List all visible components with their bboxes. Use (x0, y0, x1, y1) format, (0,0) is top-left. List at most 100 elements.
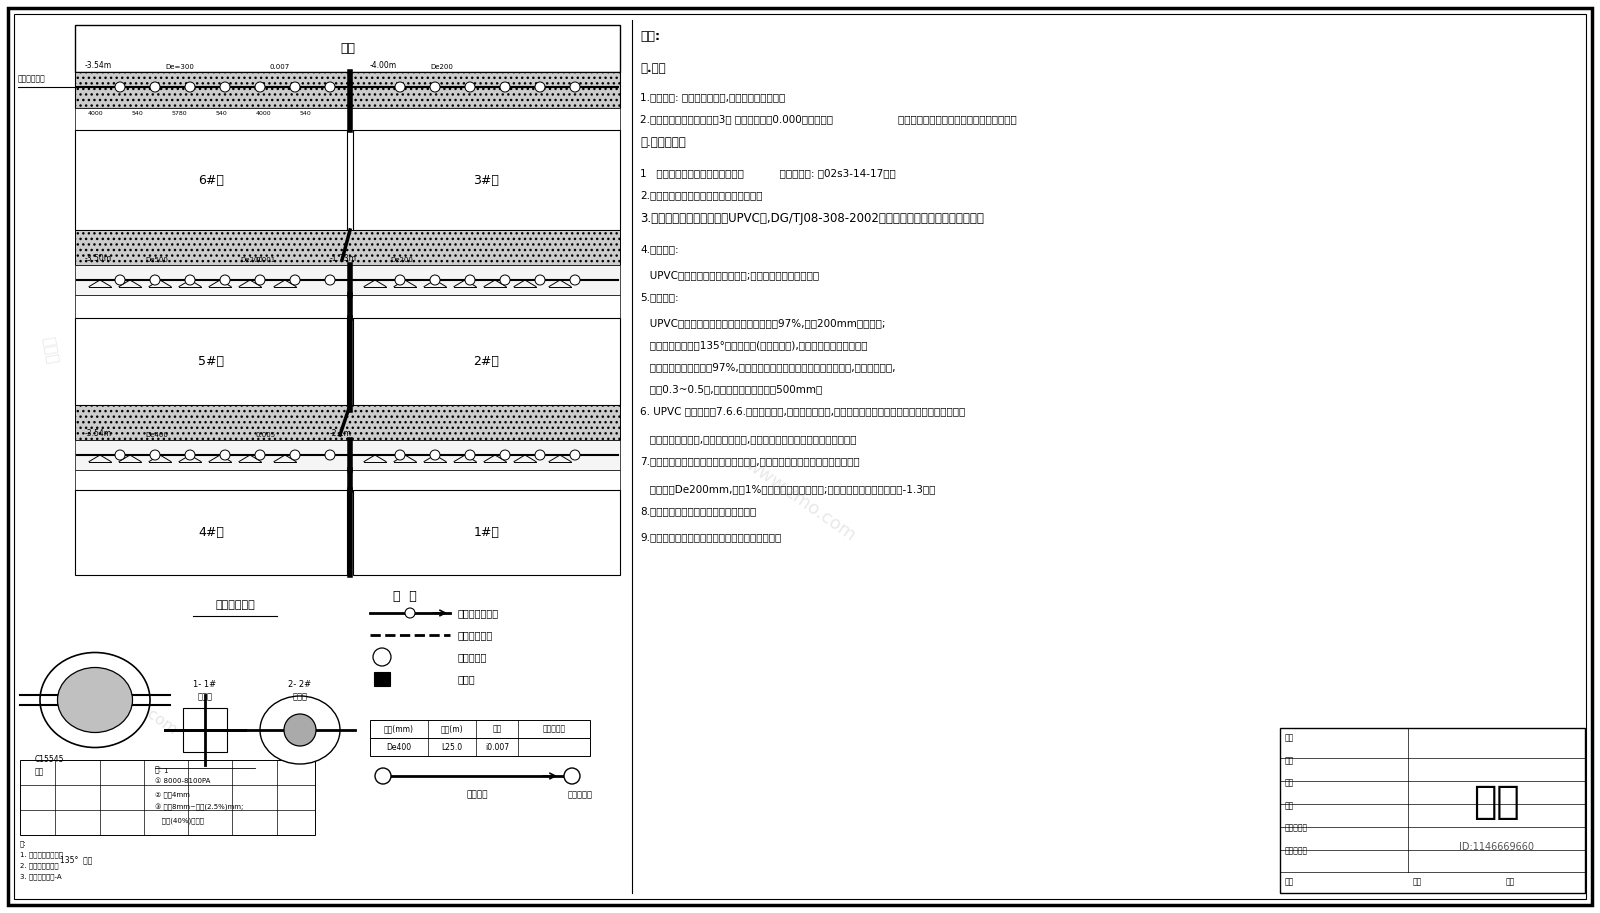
Text: 审定: 审定 (1285, 802, 1294, 810)
Bar (1280, 728, 1586, 893)
Text: 9.未尽事宜请参照国家现行有关规范及标准图集。: 9.未尽事宜请参照国家现行有关规范及标准图集。 (640, 532, 781, 542)
Text: 4#楼: 4#楼 (198, 526, 224, 539)
Circle shape (430, 275, 440, 285)
Text: 2.本图中雨水管标高均割雨水管内底标高。: 2.本图中雨水管标高均割雨水管内底标高。 (640, 190, 763, 200)
Text: 粒径(40%)粗粒径: 粒径(40%)粗粒径 (155, 817, 205, 824)
Text: 1   检查井管内底标高详见平面图。           检查井安装: 新02s3-14-17页。: 1 检查井管内底标高详见平面图。 检查井安装: 新02s3-14-17页。 (640, 168, 896, 178)
Text: 专业负责人: 专业负责人 (1285, 846, 1309, 855)
Text: 0.007: 0.007 (270, 64, 290, 70)
Bar (75, 295, 621, 318)
Text: 6#楼: 6#楼 (198, 173, 224, 186)
Text: -4.00m: -4.00m (370, 61, 397, 70)
Text: 3.污水管材是用硬聚氯乙烯UPVC管,DG/TJ08-308-2002（埋地塑料管道工程技术规程）。: 3.污水管材是用硬聚氯乙烯UPVC管,DG/TJ08-308-2002（埋地塑料… (640, 212, 984, 225)
Circle shape (563, 768, 579, 784)
Circle shape (534, 450, 546, 460)
Text: 知天网: 知天网 (40, 335, 59, 365)
Circle shape (221, 82, 230, 92)
Text: 3. 参见标准图集-A: 3. 参见标准图集-A (19, 873, 62, 879)
Bar (75, 470, 621, 490)
Text: 135°  截面: 135° 截面 (61, 855, 93, 864)
Text: 给排水平面图: 给排水平面图 (214, 600, 254, 610)
Text: -3.54m: -3.54m (85, 61, 112, 70)
Text: 厚度0.3~0.5米,宽度数管道基础两边各500mm。: 厚度0.3~0.5米,宽度数管道基础两边各500mm。 (640, 384, 822, 394)
Text: ③ 粒径8mm~粒径(2.5%)mm;: ③ 粒径8mm~粒径(2.5%)mm; (155, 804, 243, 811)
Circle shape (325, 450, 334, 460)
Text: 5780: 5780 (171, 111, 187, 116)
Text: 审核: 审核 (1285, 779, 1294, 788)
Text: 3#楼: 3#楼 (474, 173, 499, 186)
Text: C15545: C15545 (35, 755, 64, 764)
Text: 2- 2#: 2- 2# (288, 680, 312, 689)
Circle shape (186, 82, 195, 92)
Circle shape (395, 450, 405, 460)
Text: UPVC管管基础实度要求达到路基础实度的97%,再垫200mm厚砂垫层;: UPVC管管基础实度要求达到路基础实度的97%,再垫200mm厚砂垫层; (640, 318, 885, 328)
Circle shape (221, 450, 230, 460)
Bar (75, 265, 621, 295)
Text: 用聚氯乙烯粘结剂,粗砂调成中介层,然后用水泥砂浆砌入检查井并用井壁内: 用聚氯乙烯粘结剂,粗砂调成中介层,然后用水泥砂浆砌入检查井并用井壁内 (640, 434, 856, 444)
Circle shape (395, 275, 405, 285)
Bar (75, 490, 347, 575)
Text: 注:: 注: (19, 840, 27, 846)
Text: 污水检查井: 污水检查井 (458, 652, 488, 662)
Text: De200: De200 (390, 257, 413, 263)
Text: UPVC管采用弹性密封橡胶圈口;管道连接采用管顶平接。: UPVC管采用弹性密封橡胶圈口;管道连接采用管顶平接。 (640, 270, 819, 280)
Bar (182, 708, 227, 752)
Text: 小区生活污水管: 小区生活污水管 (458, 608, 499, 618)
Circle shape (254, 275, 266, 285)
Text: 平面图: 平面图 (197, 692, 213, 701)
Text: 540: 540 (216, 111, 227, 116)
Circle shape (374, 768, 390, 784)
Text: 7.小区道路雨水口采用平篦式单篦雨水口,详见图标图。雨水口与附近检查井的: 7.小区道路雨水口采用平篦式单篦雨水口,详见图标图。雨水口与附近检查井的 (640, 456, 859, 466)
Text: www.zmo.com: www.zmo.com (80, 662, 179, 738)
Text: 一.总则: 一.总则 (640, 62, 666, 75)
Text: 注:: 注: (155, 765, 162, 774)
Circle shape (186, 450, 195, 460)
Text: ① 8000-8100PA: ① 8000-8100PA (155, 778, 210, 784)
Bar (370, 720, 590, 738)
Ellipse shape (40, 653, 150, 748)
Circle shape (290, 275, 301, 285)
Circle shape (115, 82, 125, 92)
Circle shape (466, 82, 475, 92)
Text: L25.0: L25.0 (442, 742, 462, 751)
Text: 1: 1 (163, 768, 168, 774)
Bar (75, 25, 621, 72)
Text: 5.管道基础:: 5.管道基础: (640, 292, 678, 302)
Text: 审定: 审定 (1285, 877, 1294, 887)
Text: 污水管道基础采用135°混凝土基础(详见图标图),管道沟槽回填土密实度本: 污水管道基础采用135°混凝土基础(详见图标图),管道沟槽回填土密实度本 (640, 340, 867, 350)
Circle shape (405, 608, 414, 618)
Bar (75, 72, 621, 108)
Text: 管径(mm): 管径(mm) (384, 725, 414, 733)
Text: www.zmo.com: www.zmo.com (362, 205, 478, 295)
Circle shape (430, 82, 440, 92)
Text: -2.1m: -2.1m (330, 429, 352, 438)
Text: www.zmo.com: www.zmo.com (741, 456, 859, 545)
Circle shape (570, 275, 579, 285)
Circle shape (534, 275, 546, 285)
Text: 污水检查井: 污水检查井 (568, 790, 592, 799)
Circle shape (570, 82, 579, 92)
Text: 要求达到路基密实度的97%,雨、污排水管道基础以下如遇流塑软淤泥,可用块石置换,: 要求达到路基密实度的97%,雨、污排水管道基础以下如遇流塑软淤泥,可用块石置换, (640, 362, 896, 372)
Text: www.zmo.com: www.zmo.com (136, 372, 264, 468)
Circle shape (150, 82, 160, 92)
Text: 平面图: 平面图 (293, 692, 307, 701)
Circle shape (115, 450, 125, 460)
Text: 1#楼: 1#楼 (474, 526, 499, 539)
Text: 0.005: 0.005 (254, 432, 275, 438)
Circle shape (395, 82, 405, 92)
Bar (374, 672, 390, 686)
Circle shape (285, 714, 317, 746)
Circle shape (290, 450, 301, 460)
Text: 540: 540 (299, 111, 312, 116)
Text: 2.本图污水、雨水管标高以3井 楼地对标高（0.000）为基准。                    如该图尺寸与现场不符时以现场实际为准。: 2.本图污水、雨水管标高以3井 楼地对标高（0.000）为基准。 如该图尺寸与现… (640, 114, 1016, 124)
Bar (75, 230, 621, 265)
Ellipse shape (259, 696, 339, 764)
Text: 1- 1#: 1- 1# (194, 680, 216, 689)
Text: 水流方向: 水流方向 (467, 790, 488, 799)
Text: De400: De400 (146, 432, 168, 438)
Circle shape (290, 82, 301, 92)
Text: 1.本图尺寸: 除管径以毫米计,其余尺寸均以米计。: 1.本图尺寸: 除管径以毫米计,其余尺寸均以米计。 (640, 92, 786, 102)
Text: 6. UPVC 管材与砖砌7.6.6.检查井连接时,采用中介层作法,即在管材或管件与井壁都接触部位的外表面预先: 6. UPVC 管材与砖砌7.6.6.检查井连接时,采用中介层作法,即在管材或管… (640, 406, 965, 416)
Circle shape (430, 450, 440, 460)
Text: 车库: 车库 (339, 42, 355, 55)
